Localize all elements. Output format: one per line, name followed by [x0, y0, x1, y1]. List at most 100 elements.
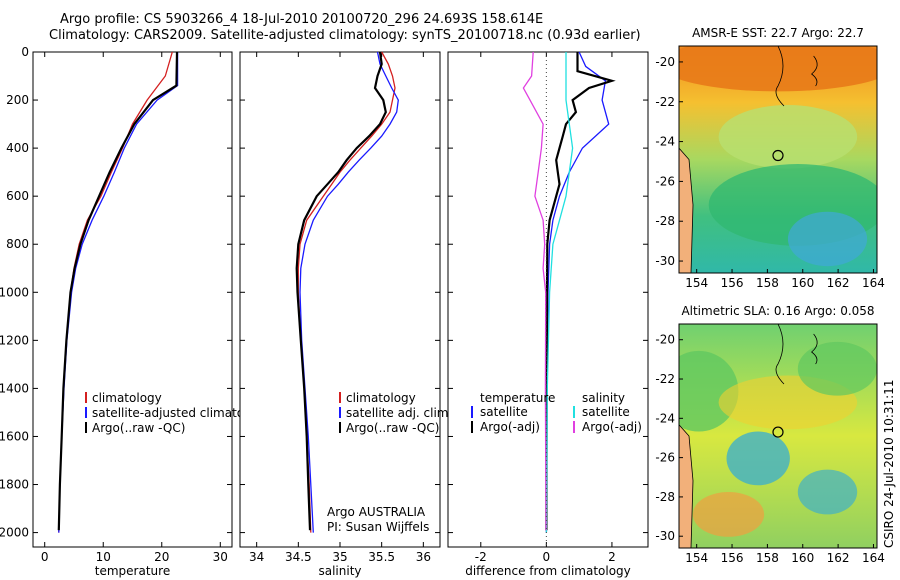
legend-temperature-header: temperature [480, 391, 555, 405]
legend-label: satellite [582, 405, 630, 419]
sla-map-frame [678, 323, 878, 549]
sla-map-xtick-label: 164 [862, 551, 885, 565]
depth-tick-label: 0 [21, 45, 29, 59]
figure-title-line1: Argo profile: CS 5903266_4 18-Jul-2010 2… [60, 12, 544, 27]
depth-tick-label: 200 [6, 93, 29, 107]
sla-map-field-patch [692, 492, 765, 537]
argo-pi: PI: Susan Wijffels [327, 520, 429, 534]
argo-institution: Argo AUSTRALIA [327, 505, 426, 519]
salinity-xlabel: salinity [318, 564, 361, 578]
salinity-xtick-label: 35 [332, 550, 347, 564]
sla-map-field-patch [726, 431, 790, 486]
salinity-xtick-label: 35.5 [368, 550, 395, 564]
temperature-series-argo [57, 51, 179, 531]
sla-map-ytick-label: -24 [655, 411, 675, 425]
temperature-panel: 0 10 20 30 0 200 400 600 800 1000 1200 1400 1600 1800… [0, 45, 270, 578]
salinity-series-argo [295, 51, 387, 531]
argo-float-marker [772, 426, 784, 438]
sst-map-xtick-label: 154 [685, 276, 708, 290]
legend-label: satellite adj. clim. [346, 406, 452, 420]
difference-xtick-label: 2 [608, 550, 616, 564]
difference-xlabel: difference from climatology [465, 564, 631, 578]
temperature-xlabel: temperature [95, 564, 170, 578]
legend-label: climatology [92, 391, 162, 405]
sla-map-field-patch [797, 469, 858, 515]
legend-label: Argo(-adj) [582, 420, 642, 434]
sst-map-xtick-label: 162 [827, 276, 850, 290]
salinity-panel: 34 34.5 35 35.5 36 salinity climatologysatelli… [239, 51, 452, 578]
depth-tick-label: 1400 [0, 381, 29, 395]
depth-tick-label: 400 [6, 141, 29, 155]
legend-label: Argo(..raw -QC) [346, 421, 439, 435]
legend-label: satellite-adjusted climatology [92, 406, 270, 420]
sst-map-frame [678, 45, 878, 274]
sst-map-field-patch [679, 46, 877, 92]
sst-map-xtick-label: 164 [862, 276, 885, 290]
depth-tick-label: 800 [6, 237, 29, 251]
temperature-xtick-label: 10 [96, 550, 111, 564]
depth-tick-label: 600 [6, 189, 29, 203]
reef-outline [810, 55, 818, 87]
sla-map-ytick-label: -20 [655, 333, 675, 347]
sla-map-ytick-label: -22 [655, 372, 675, 386]
temperature-frame [32, 51, 233, 548]
sst-map-field-patch [718, 105, 858, 169]
depth-tick-label: 1200 [0, 333, 29, 347]
sst-map-ytick-label: -30 [655, 254, 675, 268]
sst-map-ytick-label: -28 [655, 214, 675, 228]
difference-series-argo [545, 52, 616, 531]
sst-map-field-patch [787, 211, 868, 267]
temperature-xtick-label: 0 [41, 550, 49, 564]
legend-label: climatology [346, 391, 416, 405]
salinity-xtick-label: 34 [249, 550, 264, 564]
reef-outline [810, 333, 818, 365]
sla-map-xtick-label: 156 [721, 551, 744, 565]
sst-map-ytick-label: -24 [655, 135, 675, 149]
sst-map-xtick-label: 156 [721, 276, 744, 290]
difference-series-magenta [522, 51, 547, 531]
sla-map-xtick-label: 154 [685, 551, 708, 565]
argo-float-marker [772, 149, 784, 162]
sla-map-xtick-label: 162 [827, 551, 850, 565]
sst-map-xtick-label: 160 [791, 276, 814, 290]
sla-map-field [679, 324, 877, 548]
sst-map-panel: 154 156 158 160 162 164 -20 -22 -24 -26 -28 -30 AMSR… [655, 26, 885, 290]
depth-tick-label: 1600 [0, 429, 29, 443]
sla-map-ytick-label: -28 [655, 490, 675, 504]
legend-label: satellite [480, 405, 528, 419]
sla-map-ytick-label: -30 [655, 529, 675, 543]
salinity-xtick-label: 36 [416, 550, 431, 564]
sla-map-field-patch [797, 341, 877, 396]
sst-map-field [679, 46, 877, 273]
difference-series-cyan [545, 52, 574, 533]
reef-outline [775, 324, 785, 385]
difference-xtick-label: -2 [475, 550, 487, 564]
sst-map-xtick-label: 158 [756, 276, 779, 290]
legend-salinity-header: salinity [582, 391, 625, 405]
sla-map-xtick-label: 158 [756, 551, 779, 565]
depth-tick-label: 1000 [0, 285, 29, 299]
coastline [679, 424, 694, 548]
legend-label: Argo(-adj) [480, 420, 540, 434]
difference-xtick-label: 0 [543, 550, 551, 564]
sla-map-title: Altimetric SLA: 0.16 Argo: 0.058 [681, 304, 874, 318]
sla-map-ytick-label: -26 [655, 451, 675, 465]
sst-map-ytick-label: -20 [655, 55, 675, 69]
depth-tick-label: 1800 [0, 478, 29, 492]
legend-label: Argo(..raw -QC) [92, 421, 185, 435]
salinity-xtick-label: 34.5 [285, 550, 312, 564]
salinity-frame [239, 51, 441, 548]
sla-map-xtick-label: 160 [791, 551, 814, 565]
depth-tick-label: 2000 [0, 526, 29, 540]
footer-stamp: CSIRO 24-Jul-2010 10:31:11 [882, 380, 896, 548]
temperature-xtick-label: 20 [154, 550, 169, 564]
temperature-xtick-label: 30 [213, 550, 228, 564]
sst-map-ytick-label: -26 [655, 174, 675, 188]
sst-map-title: AMSR-E SST: 22.7 Argo: 22.7 [692, 26, 864, 40]
figure-title-line2: Climatology: CARS2009. Satellite-adjuste… [49, 28, 641, 43]
sla-map-panel: 154 156 158 160 162 164 -20 -22 -24 -26 -28 -30 Alti… [655, 304, 885, 565]
sst-map-ytick-label: -22 [655, 95, 675, 109]
coastline [679, 147, 694, 273]
